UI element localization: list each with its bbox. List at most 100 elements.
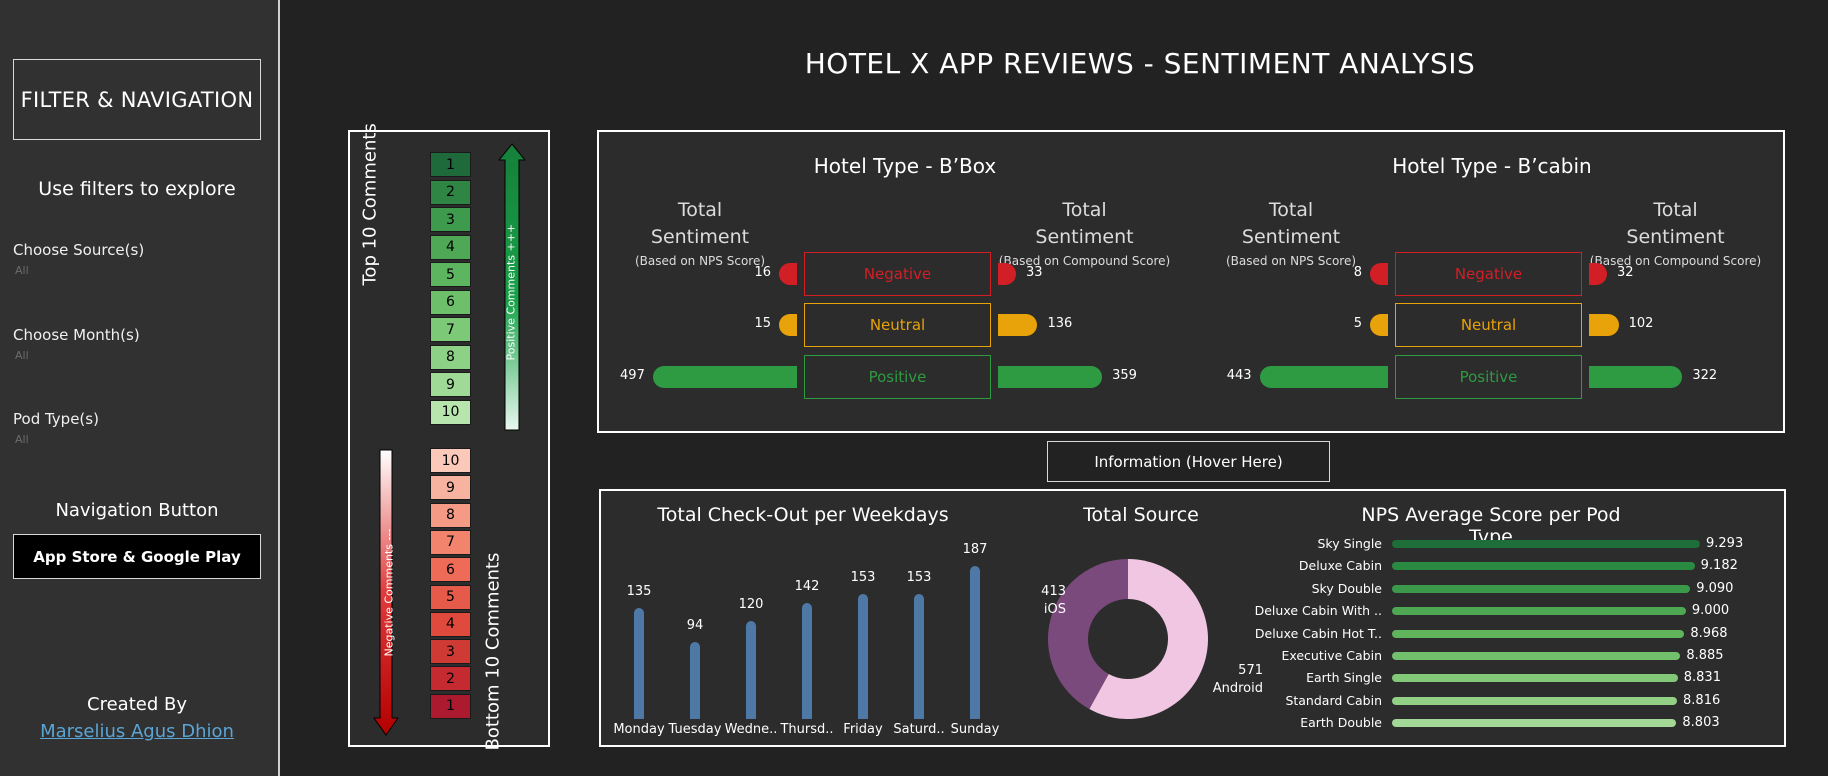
pod-type-label: Earth Double	[1300, 715, 1382, 731]
bbox-compound-header: Total Sentiment (Based on Compound Score)	[998, 199, 1171, 268]
weekday-label: Saturd..	[893, 722, 945, 737]
checkout-bar[interactable]	[634, 608, 644, 719]
positive-comments-label: Positive Comments +++	[504, 223, 518, 361]
checkout-value-label: 153	[850, 569, 876, 585]
top-comment-cell[interactable]: 2	[430, 179, 471, 205]
sentiment-neutral-box[interactable]: Neutral	[804, 303, 991, 347]
sentiment-positive-box[interactable]: Positive	[804, 355, 991, 399]
bottom-comment-cell[interactable]: 10	[430, 448, 471, 473]
pod-type-filter-label: Pod Type(s)	[13, 410, 99, 428]
nps-sentiment-value: 5	[1353, 316, 1362, 331]
positive-arrow-icon	[498, 143, 526, 431]
sentiment-panel: Hotel Type - B’Box Hotel Type - B’cabin …	[597, 130, 1785, 433]
compound-sentiment-bar	[998, 263, 1016, 285]
bottom-comment-cell[interactable]: 5	[430, 584, 471, 610]
source-filter-label: Choose Source(s)	[13, 241, 145, 259]
nps-score-value: 9.182	[1700, 558, 1738, 574]
pod-type-label: Deluxe Cabin	[1298, 558, 1382, 574]
checkout-value-label: 135	[626, 584, 652, 600]
bottom-comment-cell[interactable]: 3	[430, 639, 471, 665]
bottom-comment-cell[interactable]: 2	[430, 666, 471, 692]
bottom-panel: Total Check-Out per Weekdays 135 Monday 94…	[599, 489, 1786, 747]
month-filter-label: Choose Month(s)	[13, 326, 140, 344]
nps-sentiment-value: 497	[620, 368, 645, 383]
checkout-bar[interactable]	[858, 593, 868, 719]
checkout-bar[interactable]	[802, 602, 812, 719]
top-comment-cell[interactable]: 7	[430, 317, 471, 342]
bottom-comment-cell[interactable]: 6	[430, 557, 471, 583]
weekday-label: Friday	[843, 722, 883, 737]
nps-score-bar[interactable]	[1392, 719, 1677, 728]
sidebar: FILTER & NAVIGATION Use filters to explo…	[0, 0, 280, 776]
pod-type-filter-dropdown[interactable]: All	[15, 433, 29, 446]
top-comment-cell[interactable]: 6	[430, 289, 471, 315]
top-comment-cell[interactable]: 3	[430, 207, 471, 232]
nps-score-value: 8.885	[1686, 648, 1724, 663]
checkout-value-label: 142	[794, 578, 820, 594]
checkout-bar[interactable]	[690, 641, 700, 719]
compound-sentiment-value: 102	[1628, 316, 1654, 331]
hotel-bbox-title: Hotel Type - B’Box	[813, 154, 997, 178]
nps-sentiment-value: 8	[1353, 265, 1362, 280]
nps-score-bar[interactable]	[1392, 696, 1678, 705]
checkout-bar[interactable]	[914, 593, 924, 719]
ios-slice[interactable]	[1048, 559, 1128, 710]
compound-sentiment-value: 33	[1026, 265, 1043, 280]
nps-sentiment-bar	[779, 314, 797, 336]
top-comment-cell[interactable]: 1	[430, 152, 471, 177]
nps-score-value: 9.293	[1706, 536, 1744, 551]
navigation-title: Navigation Button	[55, 500, 219, 521]
nps-score-bar[interactable]	[1392, 674, 1678, 683]
top-comment-cell[interactable]: 4	[430, 234, 471, 260]
compound-sentiment-bar	[1589, 366, 1683, 388]
top-comment-cell[interactable]: 8	[430, 344, 471, 370]
information-button[interactable]: Information (Hover Here)	[1047, 441, 1330, 482]
nps-score-bar[interactable]	[1392, 584, 1691, 593]
nps-score-bar[interactable]	[1392, 652, 1681, 660]
compound-sentiment-bar	[1589, 314, 1619, 336]
bottom-comment-cell[interactable]: 9	[430, 475, 471, 501]
pod-type-label: Sky Double	[1311, 580, 1382, 596]
compound-sentiment-value: 32	[1617, 265, 1634, 280]
nps-score-bar[interactable]	[1392, 629, 1685, 638]
checkout-bar[interactable]	[746, 620, 756, 719]
nps-sentiment-bar	[1370, 263, 1388, 285]
sentiment-negative-box[interactable]: Negative	[804, 252, 991, 296]
month-filter-dropdown[interactable]: All	[15, 349, 29, 362]
top-comment-cell[interactable]: 5	[430, 262, 471, 287]
pod-type-label: Executive Cabin	[1281, 648, 1382, 663]
top-comment-cell[interactable]: 10	[430, 399, 471, 425]
nps-score-bar[interactable]	[1392, 540, 1700, 548]
bottom-comment-cell[interactable]: 8	[430, 502, 471, 528]
top-comment-cell[interactable]: 9	[430, 372, 471, 397]
negative-arrow-icon	[373, 449, 399, 736]
sentiment-negative-box[interactable]: Negative	[1395, 252, 1582, 296]
source-donut-chart	[1048, 559, 1208, 719]
sentiment-neutral-box[interactable]: Neutral	[1395, 303, 1582, 347]
compound-sentiment-bar	[1589, 263, 1607, 285]
bottom-comment-cell[interactable]: 4	[430, 611, 471, 637]
ios-slice-label: 413 iOS	[1041, 584, 1066, 617]
checkout-value-label: 120	[738, 596, 764, 612]
sentiment-positive-box[interactable]: Positive	[1395, 355, 1582, 399]
bottom-comment-cell[interactable]: 1	[430, 693, 471, 719]
nps-score-bar[interactable]	[1392, 562, 1695, 571]
app-store-navigation-button[interactable]: App Store & Google Play	[13, 534, 261, 579]
hotel-bcabin-title: Hotel Type - B’cabin	[1392, 154, 1592, 178]
bottom-comment-cell[interactable]: 7	[430, 529, 471, 555]
checkout-value-label: 153	[906, 569, 932, 585]
page-title: HOTEL X APP REVIEWS - SENTIMENT ANALYSIS	[804, 47, 1476, 80]
top-10-label: Top 10 Comments	[359, 123, 381, 286]
android-slice-label: 571 Android	[1212, 663, 1263, 696]
android-slice[interactable]	[1089, 559, 1208, 719]
negative-comments-label: Negative Comments ---	[382, 528, 396, 657]
nps-sentiment-bar	[1259, 366, 1388, 388]
nps-score-bar[interactable]	[1392, 607, 1686, 616]
pod-type-label: Earth Single	[1306, 670, 1382, 686]
bbox-nps-header: Total Sentiment (Based on NPS Score)	[634, 199, 766, 268]
source-filter-dropdown[interactable]: All	[15, 264, 29, 277]
checkout-bar[interactable]	[970, 565, 980, 719]
weekday-label: Wedne..	[724, 722, 778, 737]
author-link[interactable]: Marselius Agus Dhion	[40, 721, 234, 742]
